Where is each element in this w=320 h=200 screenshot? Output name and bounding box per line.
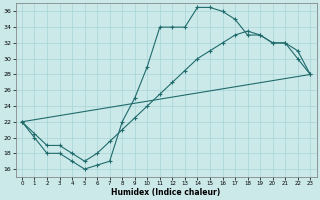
X-axis label: Humidex (Indice chaleur): Humidex (Indice chaleur) bbox=[111, 188, 221, 197]
